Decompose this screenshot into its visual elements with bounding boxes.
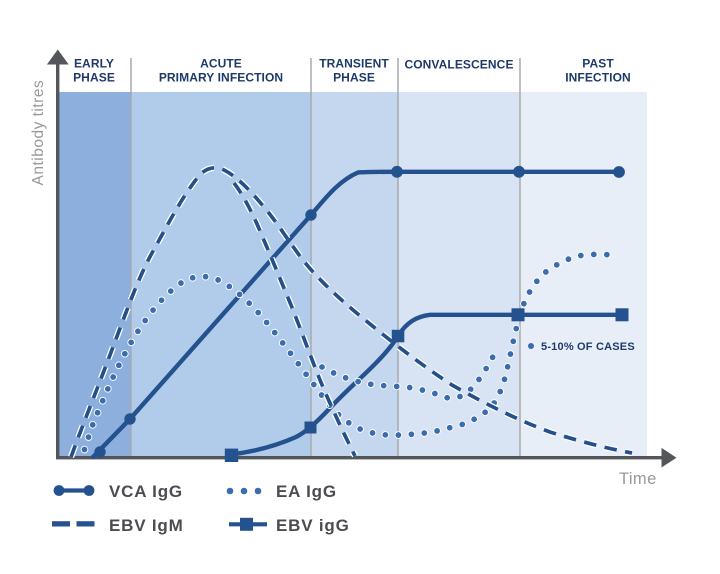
svg-text:CONVALESCENCE: CONVALESCENCE <box>404 58 513 72</box>
svg-text:EBV IgM: EBV IgM <box>109 516 184 535</box>
svg-text:VCA IgG: VCA IgG <box>109 482 183 501</box>
svg-text:PHASE: PHASE <box>333 71 375 85</box>
svg-text:ACUTE: ACUTE <box>200 57 242 71</box>
svg-text:EARLY: EARLY <box>74 57 114 71</box>
svg-text:PAST: PAST <box>582 57 614 71</box>
svg-text:5-10% OF CASES: 5-10% OF CASES <box>541 341 635 353</box>
svg-text:PHASE: PHASE <box>73 71 115 85</box>
svg-text:Antibody titres: Antibody titres <box>30 80 47 186</box>
svg-text:Time: Time <box>619 470 657 488</box>
svg-text:EA IgG: EA IgG <box>276 482 337 501</box>
svg-text:EBV igG: EBV igG <box>276 516 350 535</box>
svg-text:INFECTION: INFECTION <box>565 71 631 85</box>
svg-text:PRIMARY INFECTION: PRIMARY INFECTION <box>159 71 283 85</box>
svg-text:TRANSIENT: TRANSIENT <box>319 57 389 71</box>
